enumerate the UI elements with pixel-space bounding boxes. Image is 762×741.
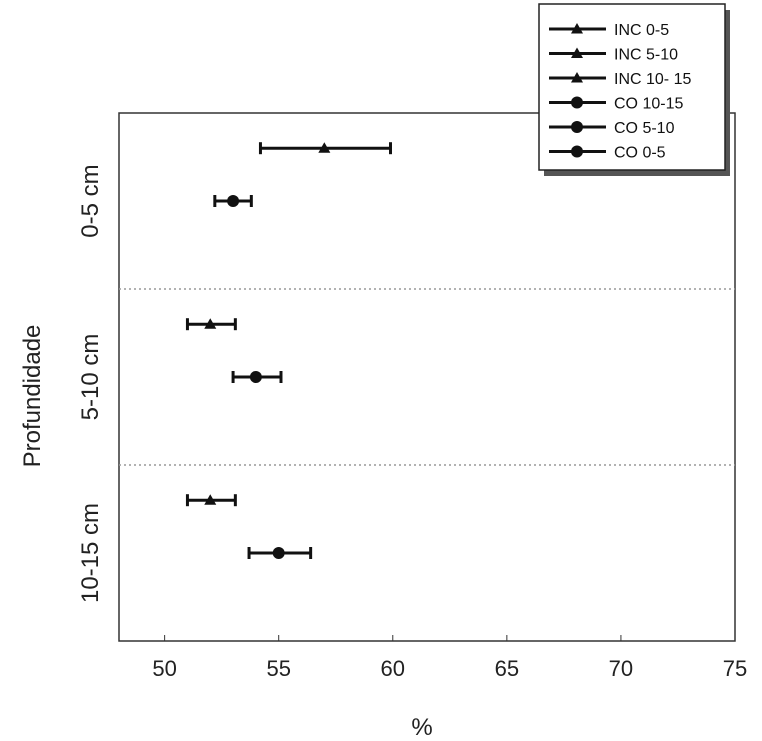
x-tick-label: 50 — [152, 656, 176, 681]
legend-triangle-marker — [571, 47, 583, 58]
legend-entry: INC 10- 15 — [549, 71, 691, 88]
x-tick-label: 70 — [609, 656, 633, 681]
x-tick-label: 65 — [495, 656, 519, 681]
error-bar-point — [213, 195, 253, 207]
x-axis-label: % — [411, 714, 432, 741]
triangle-marker — [204, 494, 217, 505]
legend-entry: CO 10-15 — [549, 96, 683, 113]
legend-label: CO 10-15 — [614, 96, 683, 113]
legend-entry: CO 0-5 — [549, 145, 666, 162]
x-tick-label: 55 — [266, 656, 290, 681]
legend-entry: CO 5-10 — [549, 120, 675, 137]
error-bar-point — [231, 371, 283, 383]
circle-marker — [272, 547, 285, 559]
triangle-marker — [204, 318, 217, 329]
legend-label: INC 0-5 — [614, 22, 669, 39]
legend-label: CO 5-10 — [614, 120, 675, 137]
error-bar-point — [185, 494, 237, 507]
y-category-label: 0-5 cm — [77, 164, 104, 237]
circle-marker — [227, 195, 240, 207]
legend-triangle-marker — [571, 72, 583, 83]
error-bar-point — [247, 547, 313, 559]
circle-marker — [249, 371, 262, 383]
y-category-label: 5-10 cm — [77, 334, 104, 421]
legend-entry: INC 5-10 — [549, 47, 678, 64]
error-bar-point — [185, 318, 237, 331]
y-category-label: 10-15 cm — [77, 503, 104, 603]
plot-area — [118, 112, 736, 642]
x-tick-label: 60 — [381, 656, 405, 681]
legend-entry: INC 0-5 — [549, 22, 669, 39]
legend-triangle-marker — [571, 23, 583, 34]
legend-label: INC 5-10 — [614, 47, 678, 64]
legend-circle-marker — [571, 145, 583, 158]
x-axis-ticks: 50 55 60 65 70 75 — [152, 635, 747, 681]
triangle-marker — [318, 142, 331, 153]
y-axis-label: Profundidade — [19, 325, 46, 468]
data-marks — [185, 142, 392, 559]
legend-label: INC 10- 15 — [614, 71, 691, 88]
legend-circle-marker — [571, 121, 583, 133]
legend-circle-marker — [571, 96, 583, 109]
legend-box — [538, 3, 726, 171]
x-tick-label: 75 — [723, 656, 747, 681]
legend: INC 0-5 INC 5-10 INC 10- 15 CO 10-15 CO 5-10… — [538, 3, 730, 176]
y-axis-categories: 0-5 cm 5-10 cm 10-15 cm — [77, 164, 104, 603]
legend-label: CO 0-5 — [614, 145, 666, 162]
error-bar-point — [258, 142, 392, 155]
